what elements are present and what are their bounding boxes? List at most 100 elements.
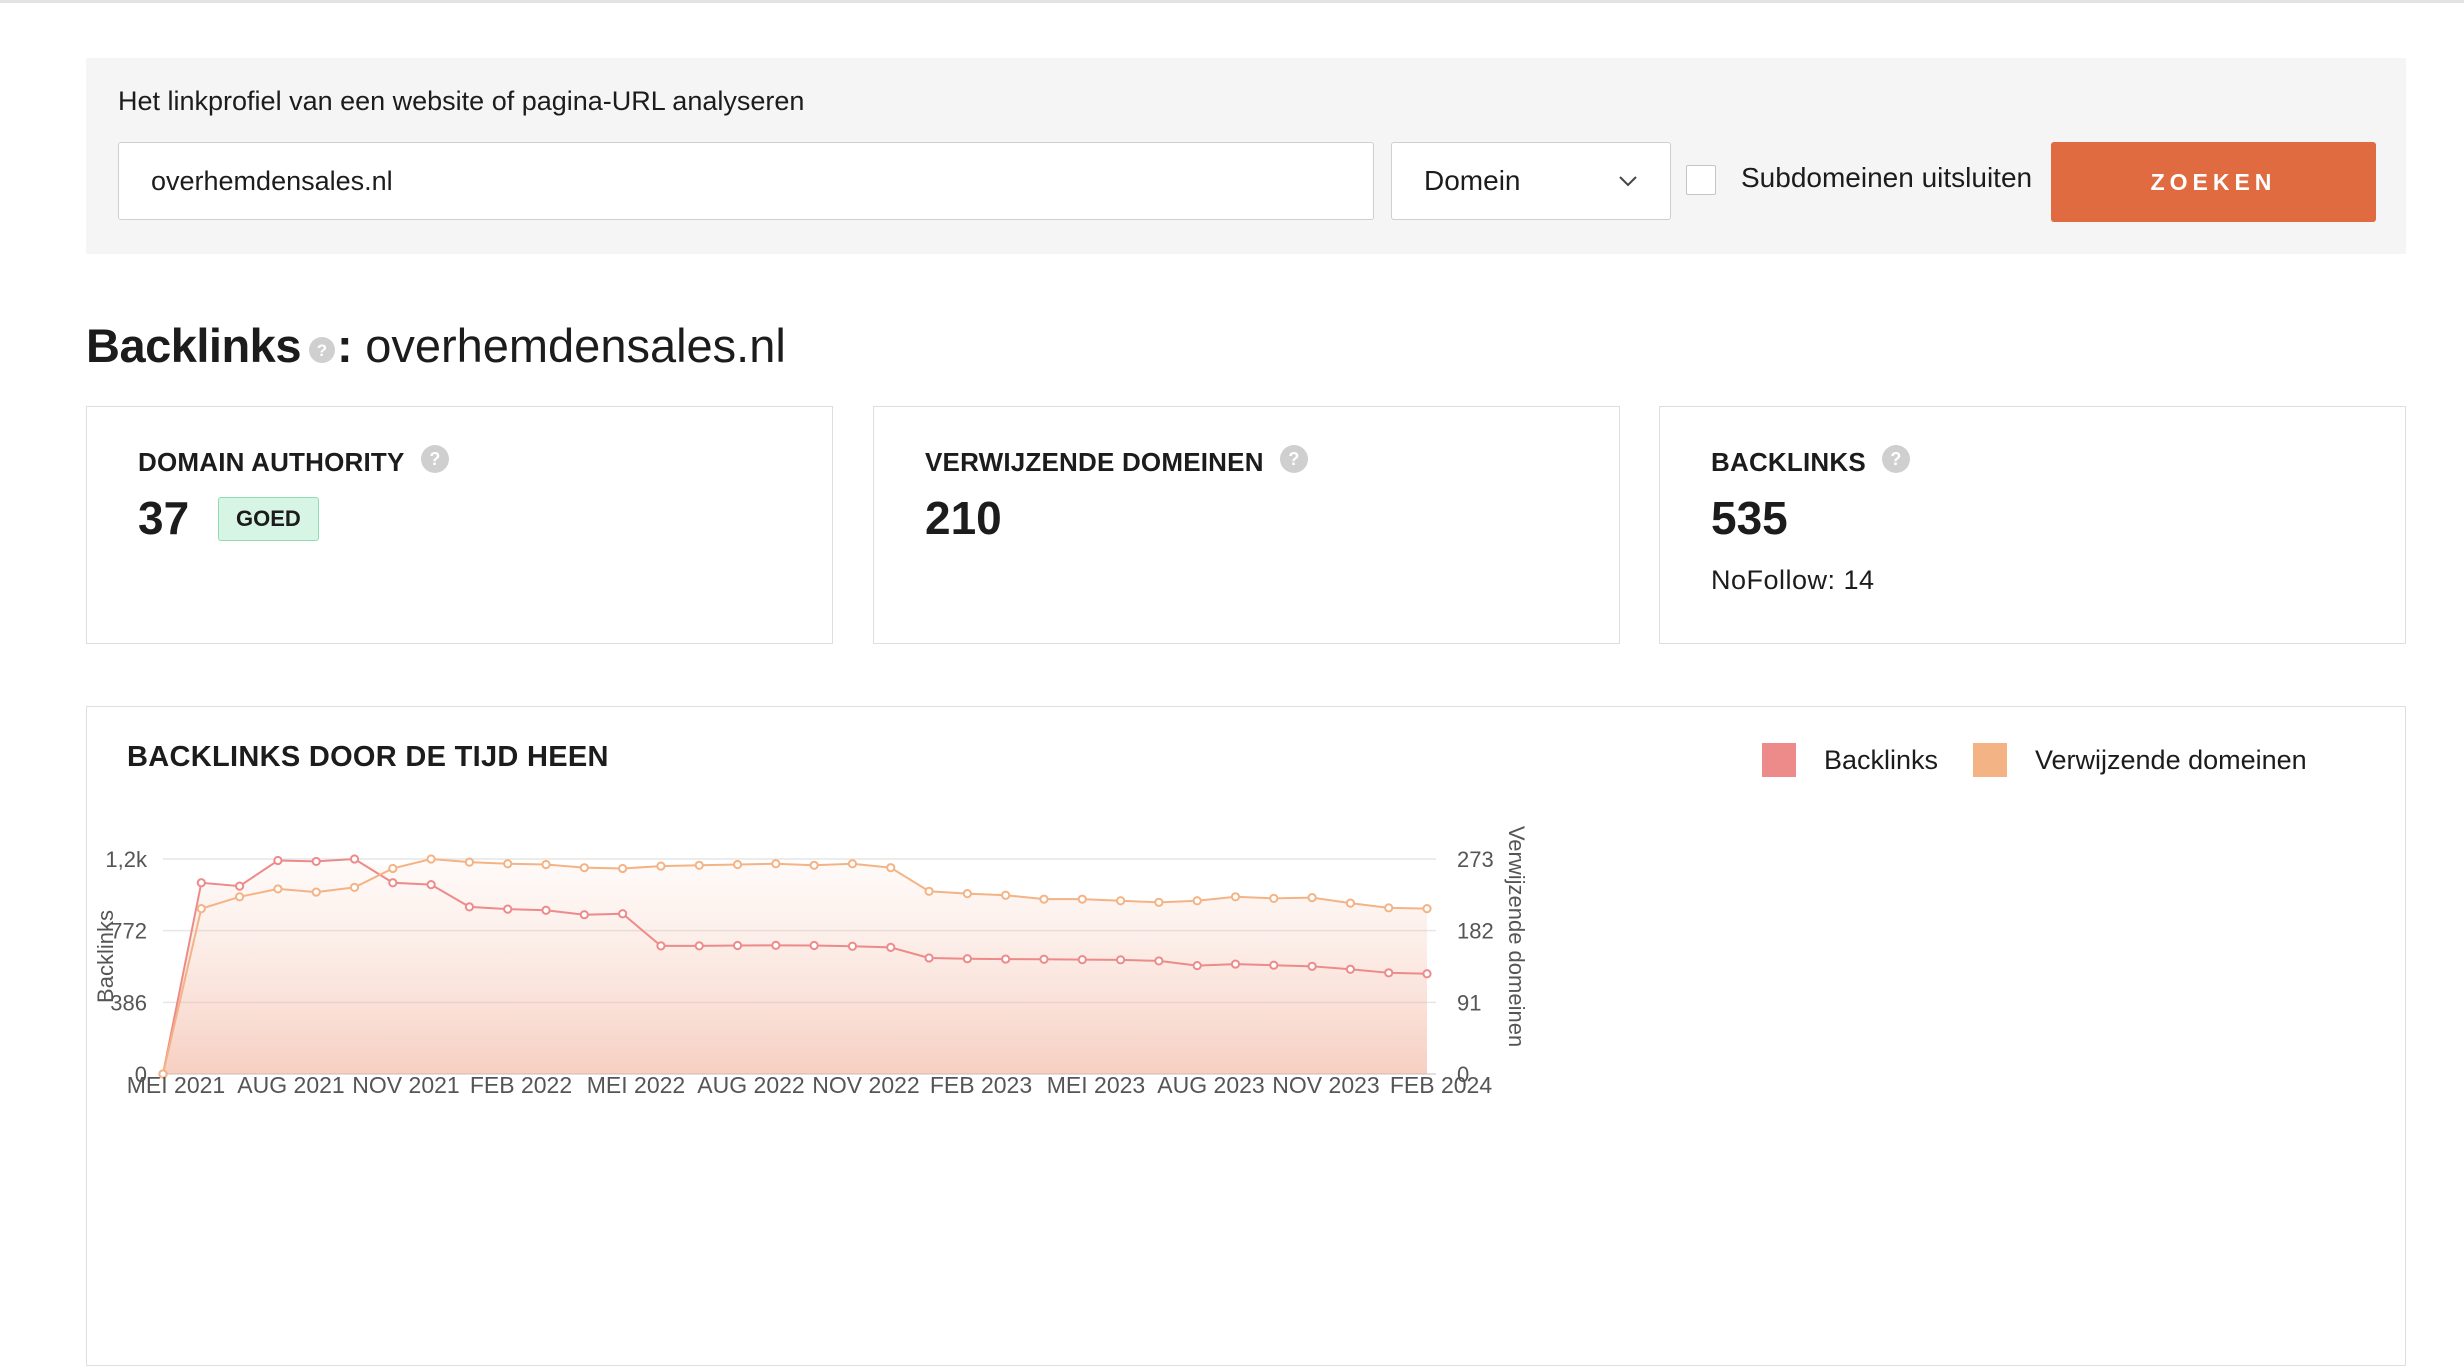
data-point-referring-domains <box>1269 893 1279 903</box>
data-point-backlinks <box>924 953 934 963</box>
x-tick-label: AUG 2022 <box>697 1072 804 1098</box>
backlinks-value: 535 <box>1711 492 1788 544</box>
top-divider <box>0 0 2464 3</box>
data-point-backlinks <box>732 940 743 951</box>
data-point-backlinks <box>694 941 704 951</box>
backlinks-chart-card: 0 0 386 91 772 182 1,2k 273 Backlinks Verwijzende… <box>86 706 2406 1366</box>
data-point-backlinks <box>1077 955 1087 965</box>
exclude-subdomains-label[interactable]: Subdomeinen uitsluiten <box>1741 162 2033 193</box>
series-line-backlinks <box>162 857 1428 1075</box>
data-point-backlinks <box>1001 954 1011 964</box>
data-point-referring-domains <box>1001 890 1011 900</box>
data-point-referring-domains <box>886 863 896 873</box>
data-point-referring-domains <box>1422 904 1432 914</box>
data-point-referring-domains <box>618 863 628 874</box>
data-point-backlinks <box>349 854 360 864</box>
data-point-backlinks <box>886 942 896 952</box>
x-tick-label: MEI 2021 <box>127 1072 225 1098</box>
exclude-subdomains-checkbox[interactable] <box>1686 165 1716 195</box>
x-tick-label: MEI 2022 <box>587 1072 685 1098</box>
chart-area-fill <box>163 859 1427 1074</box>
search-panel: Het linkprofiel van een website of pagin… <box>86 58 2406 254</box>
domain-authority-value: 37 <box>138 492 190 544</box>
help-circle-icon[interactable]: ? <box>1881 444 1910 480</box>
page-title-label: Backlinks <box>86 319 301 372</box>
legend-item-referring-domains[interactable]: Verwijzende domeinen <box>1973 743 2307 777</box>
data-point-backlinks <box>1192 960 1202 971</box>
data-point-backlinks <box>1039 954 1049 964</box>
data-point-backlinks <box>962 954 972 964</box>
backlinks-label: BACKLINKS <box>1711 447 1866 477</box>
search-button[interactable]: ZOEKEN <box>2051 142 2376 222</box>
data-point-backlinks <box>1307 961 1317 971</box>
legend-swatch-referring-domains <box>1973 743 2007 777</box>
data-point-backlinks <box>388 878 398 888</box>
page-title-separator: : <box>336 319 353 372</box>
x-tick-label: AUG 2023 <box>1157 1072 1264 1098</box>
legend-swatch-backlinks <box>1762 743 1796 777</box>
data-point-backlinks <box>1154 956 1164 966</box>
y-left-tick-label: 1,2k <box>105 847 148 872</box>
referring-domains-label-row: VERWIJZENDE DOMEINEN? <box>925 444 1308 480</box>
y-right-tick-label: 91 <box>1457 990 1481 1015</box>
data-point-backlinks <box>426 880 436 890</box>
status-badge: GOED <box>218 497 319 541</box>
data-point-backlinks <box>771 940 781 950</box>
y-left-tick-label: 0 <box>135 1062 147 1087</box>
data-point-referring-domains <box>771 859 781 869</box>
domain-authority-label: DOMAIN AUTHORITY <box>138 447 405 477</box>
nofollow-count: NoFollow: 14 <box>1711 565 1875 595</box>
legend-label-referring-domains: Verwijzende domeinen <box>2035 744 2307 775</box>
svg-text:?: ? <box>1288 449 1299 469</box>
url-input[interactable] <box>118 142 1374 220</box>
y-right-axis-title: Verwijzende domeinen <box>1504 826 1529 1047</box>
data-point-referring-domains <box>924 886 934 896</box>
data-point-referring-domains <box>464 857 475 867</box>
data-point-backlinks <box>847 941 858 951</box>
data-point-referring-domains <box>1384 903 1394 913</box>
data-point-referring-domains <box>1307 892 1317 903</box>
data-point-backlinks <box>541 905 551 915</box>
help-circle-icon[interactable]: ? <box>420 444 449 480</box>
data-point-referring-domains <box>311 887 321 897</box>
data-point-backlinks <box>579 910 589 920</box>
scope-selected-value: Domein <box>1424 165 1521 196</box>
data-point-backlinks <box>235 881 245 891</box>
data-point-backlinks <box>1422 969 1432 979</box>
y-right-tick-label: 182 <box>1457 919 1494 944</box>
data-point-backlinks <box>1230 959 1241 969</box>
data-point-referring-domains <box>158 1069 168 1079</box>
x-tick-label: NOV 2022 <box>812 1072 919 1098</box>
data-point-referring-domains <box>426 854 436 864</box>
page-title: Backlinks?: overhemdensales.nl <box>86 318 786 374</box>
backlinks-label-row: BACKLINKS? <box>1711 444 1910 480</box>
chevron-down-icon <box>1618 175 1638 187</box>
data-point-referring-domains <box>1115 896 1126 906</box>
help-circle-icon[interactable]: ? <box>308 319 335 374</box>
x-tick-label: NOV 2021 <box>352 1072 459 1098</box>
search-panel-title: Het linkprofiel van een website of pagin… <box>118 86 805 116</box>
y-left-tick-label: 772 <box>110 919 147 944</box>
data-point-referring-domains <box>503 859 513 869</box>
data-point-backlinks <box>809 940 819 951</box>
y-left-axis-title: Backlinks <box>93 910 118 1003</box>
data-point-backlinks <box>464 902 475 912</box>
svg-text:?: ? <box>317 341 327 360</box>
scope-dropdown[interactable]: Domein <box>1391 142 1671 220</box>
legend-item-backlinks[interactable]: Backlinks <box>1762 743 1938 777</box>
x-tick-label: FEB 2022 <box>470 1072 572 1098</box>
data-point-referring-domains <box>541 859 551 870</box>
svg-text:?: ? <box>1890 449 1901 469</box>
data-point-referring-domains <box>732 859 743 870</box>
data-point-referring-domains <box>388 863 398 874</box>
data-point-referring-domains <box>1345 898 1355 908</box>
data-point-referring-domains <box>1039 894 1049 904</box>
data-point-backlinks <box>1269 960 1279 970</box>
help-circle-icon[interactable]: ? <box>1279 444 1308 480</box>
y-right-tick-label: 273 <box>1457 847 1494 872</box>
data-point-backlinks <box>503 904 513 914</box>
data-point-backlinks <box>656 941 666 951</box>
data-point-referring-domains <box>847 859 858 869</box>
data-point-backlinks <box>1345 964 1355 974</box>
data-point-referring-domains <box>656 861 666 871</box>
